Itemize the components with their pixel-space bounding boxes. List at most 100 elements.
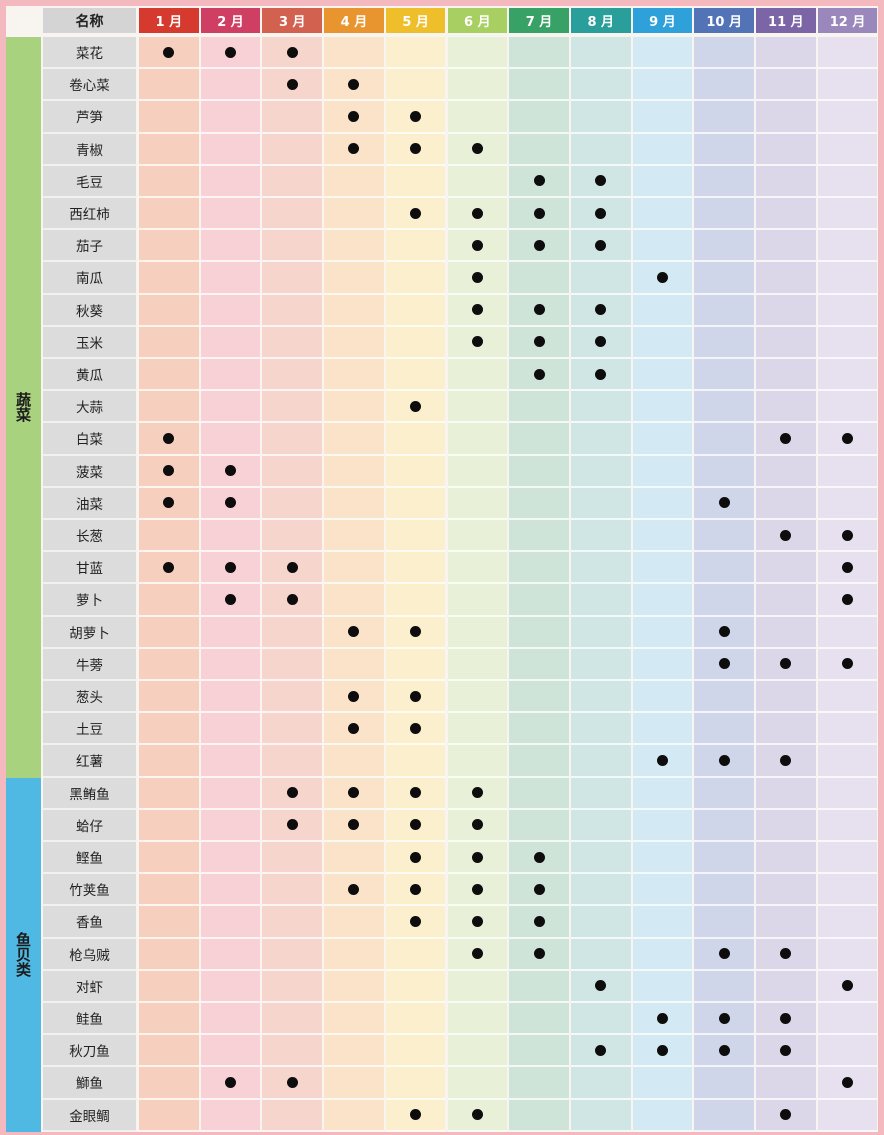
grid-cell (201, 681, 261, 713)
grid-cell (262, 391, 322, 423)
month-column-8 (571, 37, 631, 1132)
month-column-10 (694, 37, 754, 1132)
grid-cell (201, 198, 261, 230)
grid-cell (448, 37, 508, 69)
season-dot (719, 948, 730, 959)
grid-cell (448, 101, 508, 133)
grid-cell (139, 134, 199, 166)
grid-cell (571, 810, 631, 842)
grid-cell (324, 552, 384, 584)
season-dot (534, 916, 545, 927)
grid-cell (571, 584, 631, 616)
grid-cell (324, 423, 384, 455)
grid-cell (139, 230, 199, 262)
grid-cell (633, 230, 693, 262)
grid-cell (633, 166, 693, 198)
grid-cell (386, 488, 446, 520)
grid-cell (448, 423, 508, 455)
grid-cell (139, 1035, 199, 1067)
grid-cell (201, 423, 261, 455)
season-dot (719, 755, 730, 766)
grid-cell (324, 230, 384, 262)
season-dot (780, 530, 791, 541)
season-dot (225, 1077, 236, 1088)
season-dot (348, 691, 359, 702)
category-seafood: 鱼贝类 (6, 778, 41, 1132)
season-dot (657, 1045, 668, 1056)
grid-cell (818, 359, 878, 391)
grid-cell (324, 166, 384, 198)
grid-cell (694, 520, 754, 552)
season-dot (287, 594, 298, 605)
row-name: 青椒 (43, 134, 136, 166)
month-header-4: 4 月 (324, 8, 384, 33)
grid-cell (386, 359, 446, 391)
grid-cell (201, 713, 261, 745)
grid-cell (633, 69, 693, 101)
grid-cell (262, 166, 322, 198)
grid-cell (139, 745, 199, 777)
row-name: 西红柿 (43, 198, 136, 230)
grid-cell (201, 906, 261, 938)
grid-cell (633, 1067, 693, 1099)
grid-cell (818, 1035, 878, 1067)
season-dot (410, 401, 421, 412)
season-dot (472, 240, 483, 251)
grid-cell (262, 134, 322, 166)
grid-cell (571, 423, 631, 455)
season-dot (225, 47, 236, 58)
grid-cell (818, 939, 878, 971)
grid-cell (818, 327, 878, 359)
grid-cell (386, 230, 446, 262)
grid-cell (633, 359, 693, 391)
grid-cell (262, 713, 322, 745)
grid-cell (509, 552, 569, 584)
grid-cell (818, 134, 878, 166)
grid-cell (448, 520, 508, 552)
row-name: 蛤仔 (43, 810, 136, 842)
grid-cell (448, 971, 508, 1003)
grid-cell (324, 198, 384, 230)
grid-cell (694, 262, 754, 294)
grid-cell (139, 842, 199, 874)
row-name: 竹荚鱼 (43, 874, 136, 906)
month-column-12 (818, 37, 878, 1132)
season-dot (534, 852, 545, 863)
season-dot (472, 272, 483, 283)
row-name: 黑鲔鱼 (43, 778, 136, 810)
season-dot (410, 852, 421, 863)
grid-cell (139, 1067, 199, 1099)
grid-cell (324, 1003, 384, 1035)
grid-cell (756, 584, 816, 616)
grid-cell (633, 906, 693, 938)
grid-cell (139, 327, 199, 359)
grid-cell (139, 906, 199, 938)
grid-cell (571, 906, 631, 938)
grid-cell (139, 971, 199, 1003)
grid-cell (633, 327, 693, 359)
season-dot (410, 723, 421, 734)
season-dot (842, 1077, 853, 1088)
grid-cell (201, 69, 261, 101)
grid-cell (324, 359, 384, 391)
grid-cell (201, 359, 261, 391)
grid-cell (386, 971, 446, 1003)
grid-cell (448, 488, 508, 520)
grid-cell (386, 295, 446, 327)
grid-cell (694, 552, 754, 584)
grid-cell (756, 810, 816, 842)
month-column-2 (201, 37, 261, 1132)
grid-cell (262, 745, 322, 777)
season-dot (472, 948, 483, 959)
row-name: 枪乌贼 (43, 939, 136, 971)
grid-cell (571, 778, 631, 810)
month-header-6: 6 月 (448, 8, 508, 33)
row-name: 毛豆 (43, 166, 136, 198)
grid-cell (818, 69, 878, 101)
season-dot (472, 304, 483, 315)
grid-cell (324, 391, 384, 423)
grid-cell (756, 971, 816, 1003)
month-header-12: 12 月 (818, 8, 878, 33)
grid-cell (448, 1067, 508, 1099)
grid-cell (694, 778, 754, 810)
